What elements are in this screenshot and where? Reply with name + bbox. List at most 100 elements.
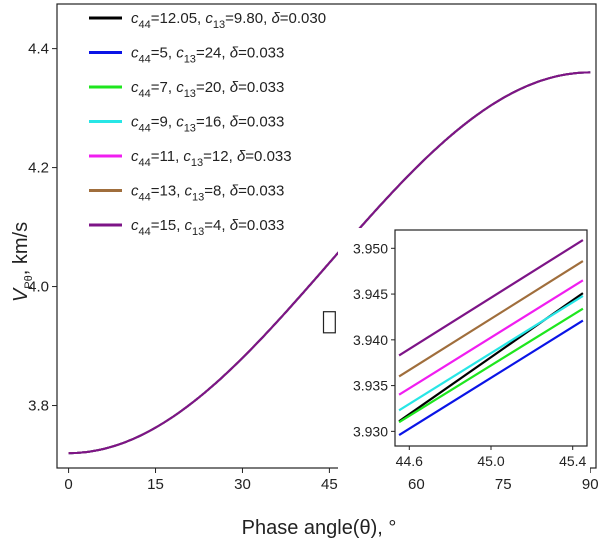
x-tick-label: 15	[147, 476, 164, 493]
legend-text-part: =24,	[196, 45, 230, 62]
inset-background	[338, 228, 590, 476]
legend-text-part: =12,	[203, 148, 237, 165]
main-plot: 0 15 30 45 60 75 90 3.8 4.0 4.2 4.4	[28, 3, 599, 493]
legend-text-part: δ	[230, 45, 239, 62]
legend-label-3: c44=7, c13=20, δ=0.033	[131, 79, 284, 100]
legend-subscript: 44	[139, 123, 151, 135]
x-tick-label: 75	[495, 476, 512, 493]
legend-text-part: =0.033	[238, 45, 284, 62]
inset-y-tick-label: 3.940	[353, 332, 388, 348]
legend-text-part: δ	[230, 183, 239, 200]
legend-subscript: 13	[184, 123, 196, 135]
zoom-box	[322, 311, 336, 334]
y-tick-label: 4.2	[28, 160, 49, 177]
legend-subscript: 13	[184, 88, 196, 100]
legend-subscript: 44	[139, 19, 151, 31]
legend-text-part: c	[205, 10, 213, 27]
x-tick-label: 30	[234, 476, 251, 493]
x-tick-label: 0	[64, 476, 72, 493]
legend-subscript: 44	[139, 54, 151, 66]
legend-label-1: c44=12.05, c13=9.80, δ=0.030	[131, 10, 326, 31]
legend-label-7: c44=15, c13=4, δ=0.033	[131, 217, 284, 238]
y-axis-label-unit: , km/s	[10, 222, 32, 275]
inset-series-line-3	[398, 307, 584, 424]
legend-subscript: 44	[139, 192, 151, 204]
legend-subscript: 13	[192, 192, 204, 204]
legend-subscript: 44	[139, 226, 151, 238]
legend-text-part: c	[185, 217, 193, 234]
legend-text-part: =5,	[151, 45, 176, 62]
y-tick-label: 3.8	[28, 398, 49, 415]
legend-label-6: c44=13, c13=8, δ=0.033	[131, 183, 284, 204]
legend-label-5: c44=11, c13=12, δ=0.033	[131, 148, 292, 169]
y-axis-label-main: V	[10, 287, 32, 302]
legend-subscript: 13	[191, 157, 203, 169]
y-tick-label: 4.4	[28, 41, 49, 58]
legend-text-part: =7,	[151, 79, 176, 96]
inset-series-line-6	[398, 260, 584, 378]
legend-text-part: =0.033	[238, 217, 284, 234]
legend-text-part: c	[176, 45, 184, 62]
inset-x-tick-label: 45.4	[559, 453, 586, 469]
y-tick-label: 4.0	[28, 279, 49, 296]
legend-text-part: c	[131, 148, 139, 165]
legend-text-part: δ	[230, 114, 239, 131]
legend-text-part: c	[176, 79, 184, 96]
legend-text-part: c	[131, 183, 139, 200]
x-axis-label: Phase angle(θ), °	[242, 517, 397, 539]
inset-series-line-7	[398, 239, 584, 357]
x-tick-label: 90	[582, 476, 599, 493]
legend-label-2: c44=5, c13=24, δ=0.033	[131, 45, 284, 66]
legend-subscript: 13	[213, 19, 225, 31]
legend-text-part: =0.033	[238, 79, 284, 96]
inset-plot: 44.6 45.0 45.4 3.930 3.935 3.940 3.945 3.950	[338, 228, 590, 476]
legend-text-part: c	[185, 183, 193, 200]
legend-subscript: 13	[184, 54, 196, 66]
legend-text-part: δ	[271, 10, 280, 27]
legend-text-part: =0.033	[238, 114, 284, 131]
legend-text-part: c	[131, 217, 139, 234]
legend-text-part: =11,	[151, 148, 184, 165]
legend-subscript: 44	[139, 157, 151, 169]
legend-text-part: =20,	[196, 79, 230, 96]
inset-x-tick-label: 45.0	[477, 453, 504, 469]
legend-text-part: δ	[230, 217, 239, 234]
inset-y-tick-label: 3.935	[353, 378, 388, 394]
legend-subscript: 44	[139, 88, 151, 100]
inset-series-line-2	[398, 319, 584, 436]
legend-text-part: c	[176, 114, 184, 131]
series-line-7	[68, 71, 591, 455]
legend-text-part: c	[131, 114, 139, 131]
legend-text-part: c	[131, 45, 139, 62]
legend-text-part: c	[131, 79, 139, 96]
inset-series-line-4	[398, 294, 584, 412]
legend-text-part: =12.05,	[151, 10, 206, 27]
inset-series-line-5	[398, 279, 584, 396]
x-tick-label: 60	[408, 476, 425, 493]
plot-frame	[56, 3, 597, 469]
legend-text-part: δ	[230, 79, 239, 96]
legend-text-part: =15,	[151, 217, 185, 234]
y-axis-label: VPθ, km/s	[10, 222, 35, 302]
legend-text-part: =0.033	[238, 183, 284, 200]
legend-subscript: 13	[192, 226, 204, 238]
legend-text-part: c	[183, 148, 191, 165]
legend-text-part: =4,	[204, 217, 229, 234]
y-axis-label-sub: Pθ	[23, 275, 35, 288]
legend-text-part: δ	[237, 148, 246, 165]
legend-label-4: c44=9, c13=16, δ=0.033	[131, 114, 284, 135]
legend-text-part: =13,	[151, 183, 185, 200]
x-tick-label: 45	[321, 476, 338, 493]
inset-y-tick-label: 3.945	[353, 286, 388, 302]
legend-text-part: =8,	[204, 183, 229, 200]
axis-titles: Phase angle(θ), ° VPθ, km/s	[10, 222, 396, 539]
inset-x-tick-label: 44.6	[396, 453, 423, 469]
inset-y-tick-label: 3.930	[353, 423, 388, 439]
legend-text-part: =0.030	[280, 10, 326, 27]
legend-text-part: =9.80,	[225, 10, 271, 27]
legend-text-part: c	[131, 10, 139, 27]
legend-text-part: =0.033	[245, 148, 291, 165]
legend-text-part: =16,	[196, 114, 230, 131]
